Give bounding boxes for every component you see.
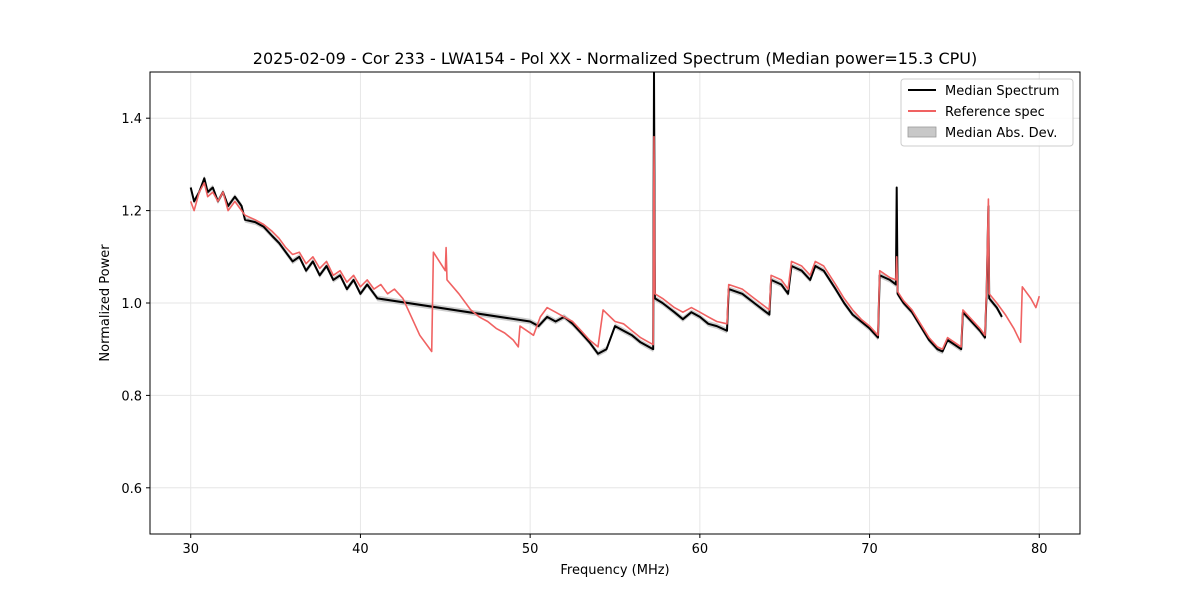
x-tick-label: 60 [692,542,709,557]
y-axis: 0.6 0.8 1.0 1.2 1.4 [121,112,150,497]
x-tick-label: 50 [522,542,539,557]
legend-box [900,78,1074,147]
legend-label: Median Spectrum [945,84,1059,99]
y-tick-label: 1.2 [121,205,142,220]
x-tick-label: 40 [352,542,369,557]
series-median-spectrum [189,72,1003,355]
y-tick-label: 1.0 [121,297,142,312]
series-reference-spec [189,135,1041,353]
series-layer [189,72,1041,357]
x-axis: 30 40 50 60 70 80 [182,534,1048,557]
x-axis-label: Frequency (MHz) [560,563,669,578]
x-tick-label: 80 [1031,542,1048,557]
grid [150,72,1080,534]
x-tick-label: 30 [182,542,199,557]
x-tick-label: 70 [861,542,878,557]
legend-label: Reference spec [945,105,1045,120]
plot-area: 30 40 50 60 70 80 0.6 0.8 1.0 1.2 1.4 [121,71,1081,557]
chart-title: 2025-02-09 - Cor 233 - LWA154 - Pol XX -… [253,49,977,68]
y-axis-label: Normalized Power [98,244,113,362]
y-tick-label: 0.8 [121,389,142,404]
legend: Median Spectrum Reference spec Median Abs.… [900,78,1074,147]
legend-swatch [907,126,937,138]
y-tick-label: 0.6 [121,482,142,497]
legend-label: Median Abs. Dev. [945,126,1057,141]
y-tick-label: 1.4 [121,112,142,127]
